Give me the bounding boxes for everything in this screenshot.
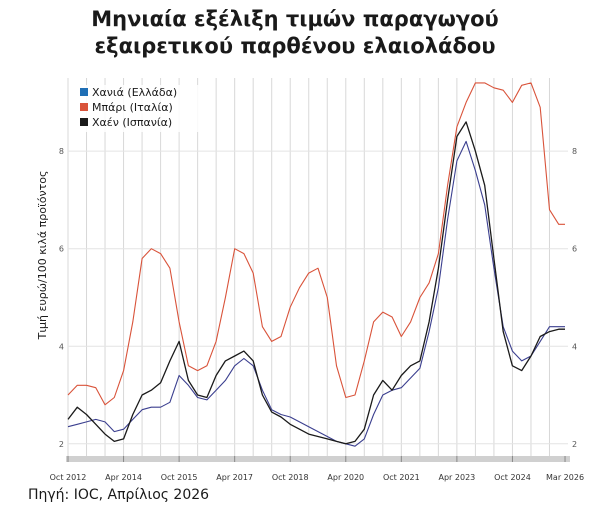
y-tick-label-right: 8 <box>572 147 577 156</box>
y-tick-label-right: 6 <box>572 245 577 254</box>
axes: 2 2 4 4 6 6 8 8 Oct 2012 Apr 2014 Oct 2015 Apr 2017… <box>50 147 584 482</box>
chart-title-line-1: Μηνιαία εξέλιξη τιμών παραγωγού <box>91 7 499 31</box>
x-tick-label: Oct 2024 <box>494 473 531 482</box>
source-note: Πηγή: IOC, Απρίλιος 2026 <box>28 487 210 503</box>
y-tick-label: 8 <box>59 147 64 156</box>
chart-title: Μηνιαία εξέλιξη τιμών παραγωγού εξαιρετι… <box>0 6 590 60</box>
x-tick-label: Apr 2014 <box>105 473 142 482</box>
y-tick-label: 4 <box>59 342 64 351</box>
chart-title-line-2: εξαιρετικού παρθένου ελαιολάδου <box>94 34 496 58</box>
legend: Χανιά (Ελλάδα) Μπάρι (Ιταλία) Χαέν (Ισπανί… <box>76 85 208 132</box>
y-axis-label: Τιμή ευρώ/100 κιλά προϊόντος <box>36 171 49 341</box>
y-tick-label-right: 2 <box>572 440 577 449</box>
series-line-1 <box>67 140 565 447</box>
legend-label: Χαέν (Ισπανία) <box>92 116 172 129</box>
series-line-2 <box>67 82 565 406</box>
legend-swatch <box>80 118 88 126</box>
x-tick-label: Oct 2015 <box>161 473 198 482</box>
x-tick-label: Apr 2020 <box>327 473 364 482</box>
legend-swatch <box>80 88 88 96</box>
series-line-3 <box>67 121 565 445</box>
y-tick-label-right: 4 <box>572 342 577 351</box>
legend-label: Χανιά (Ελλάδα) <box>92 86 177 99</box>
legend-swatch <box>80 103 88 111</box>
grid <box>67 78 568 456</box>
legend-label: Μπάρι (Ιταλία) <box>92 101 173 114</box>
x-tick-label: Mar 2026 <box>546 473 584 482</box>
x-tick-label: Oct 2021 <box>383 473 420 482</box>
x-tick-label: Apr 2017 <box>216 473 253 482</box>
y-tick-label: 2 <box>59 440 64 449</box>
x-tick-label: Oct 2012 <box>50 473 87 482</box>
x-tick-label: Oct 2018 <box>272 473 309 482</box>
x-axis-bar <box>66 456 570 462</box>
x-tick-label: Apr 2023 <box>439 473 476 482</box>
y-tick-label: 6 <box>59 245 64 254</box>
legend-background <box>76 85 208 132</box>
series-lines <box>67 82 565 447</box>
